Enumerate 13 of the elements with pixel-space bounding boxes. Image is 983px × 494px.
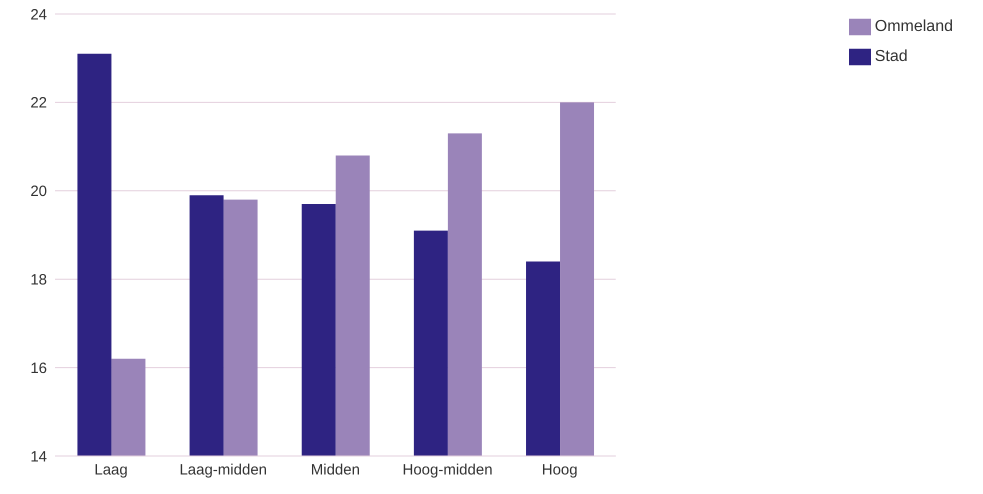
x-tick-label: Midden <box>310 462 360 479</box>
x-tick-label: Laag <box>94 462 128 479</box>
x-tick-label: Hoog-midden <box>402 462 493 479</box>
legend-label: Ommeland <box>874 18 953 35</box>
y-tick-label: 22 <box>30 94 47 112</box>
legend-label: Stad <box>874 48 908 65</box>
y-tick-label: 20 <box>30 183 47 200</box>
x-tick-label: Hoog <box>542 462 578 479</box>
y-tick-label: 24 <box>30 6 47 24</box>
y-tick-label: 16 <box>30 360 47 377</box>
y-tick-label: 14 <box>30 448 47 466</box>
x-tick-label: Laag-midden <box>179 462 268 479</box>
y-tick-label: 18 <box>30 272 47 289</box>
